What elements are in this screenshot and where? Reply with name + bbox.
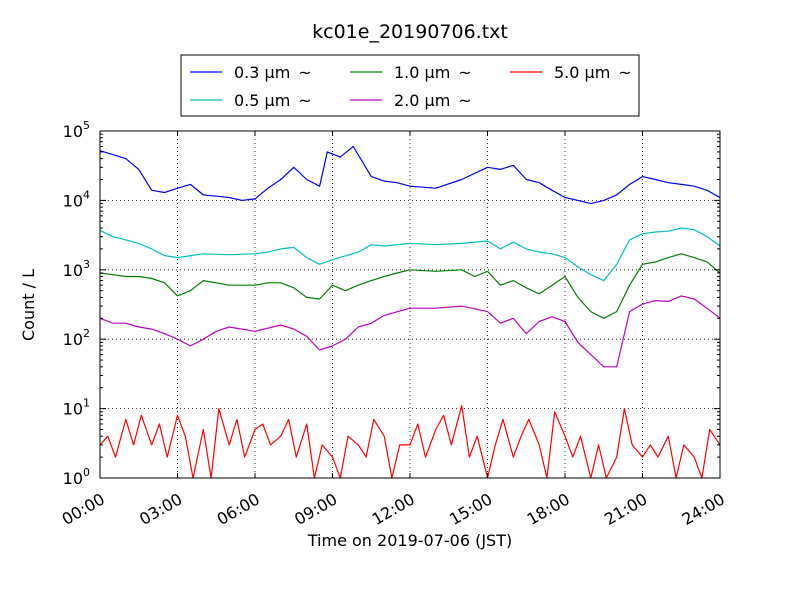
y-tick-base: 10 — [63, 261, 83, 280]
y-tick-label: 104 — [63, 188, 90, 210]
y-tick-label: 103 — [63, 258, 90, 280]
series-line-3 — [99, 295, 721, 368]
series-line-2 — [99, 253, 721, 319]
x-axis-label: Time on 2019-07-06 (JST) — [307, 531, 512, 550]
y-tick-base: 10 — [63, 191, 83, 210]
series-line-0 — [99, 145, 721, 205]
legend-entry: 1.0 μm ~ — [394, 63, 472, 82]
legend: 0.3 μm ~0.5 μm ~1.0 μm ~2.0 μm ~5.0 μm ~ — [180, 54, 640, 117]
legend-suffix: ~ — [618, 63, 631, 82]
y-tick-label: 105 — [63, 119, 90, 141]
legend-series-name: 1.0 μm — [394, 63, 450, 82]
legend-suffix: ~ — [458, 63, 471, 82]
y-tick-exponent: 5 — [83, 119, 90, 132]
legend-entry: 2.0 μm ~ — [394, 91, 472, 110]
y-tick-base: 10 — [63, 330, 83, 349]
legend-series-name: 5.0 μm — [554, 63, 610, 82]
legend-entry: 0.3 μm ~ — [234, 63, 312, 82]
legend-series-name: 0.3 μm — [234, 63, 290, 82]
legend-suffix: ~ — [298, 63, 311, 82]
series-layer — [99, 145, 721, 479]
legend-series-name: 0.5 μm — [234, 91, 290, 110]
series-line-4 — [99, 405, 721, 479]
y-tick-base: 10 — [63, 122, 83, 141]
y-tick-label: 101 — [63, 397, 90, 419]
y-tick-exponent: 0 — [83, 466, 90, 479]
grid — [100, 131, 720, 478]
y-tick-label: 100 — [63, 466, 90, 488]
y-tick-base: 10 — [63, 469, 83, 488]
y-tick-exponent: 4 — [83, 188, 90, 201]
chart-title: kc01e_20190706.txt — [312, 21, 508, 43]
y-tick-label: 102 — [63, 327, 90, 349]
legend-suffix: ~ — [298, 91, 311, 110]
legend-series-name: 2.0 μm — [394, 91, 450, 110]
series-line-1 — [99, 227, 721, 282]
legend-entry: 0.5 μm ~ — [234, 91, 312, 110]
y-tick-exponent: 3 — [83, 258, 90, 271]
legend-box — [180, 54, 640, 117]
y-axis-label: Count / L — [19, 269, 38, 341]
y-tick-exponent: 2 — [83, 327, 90, 340]
legend-suffix: ~ — [458, 91, 471, 110]
legend-entry: 5.0 μm ~ — [554, 63, 632, 82]
y-tick-base: 10 — [63, 400, 83, 419]
y-tick-exponent: 1 — [83, 397, 90, 410]
